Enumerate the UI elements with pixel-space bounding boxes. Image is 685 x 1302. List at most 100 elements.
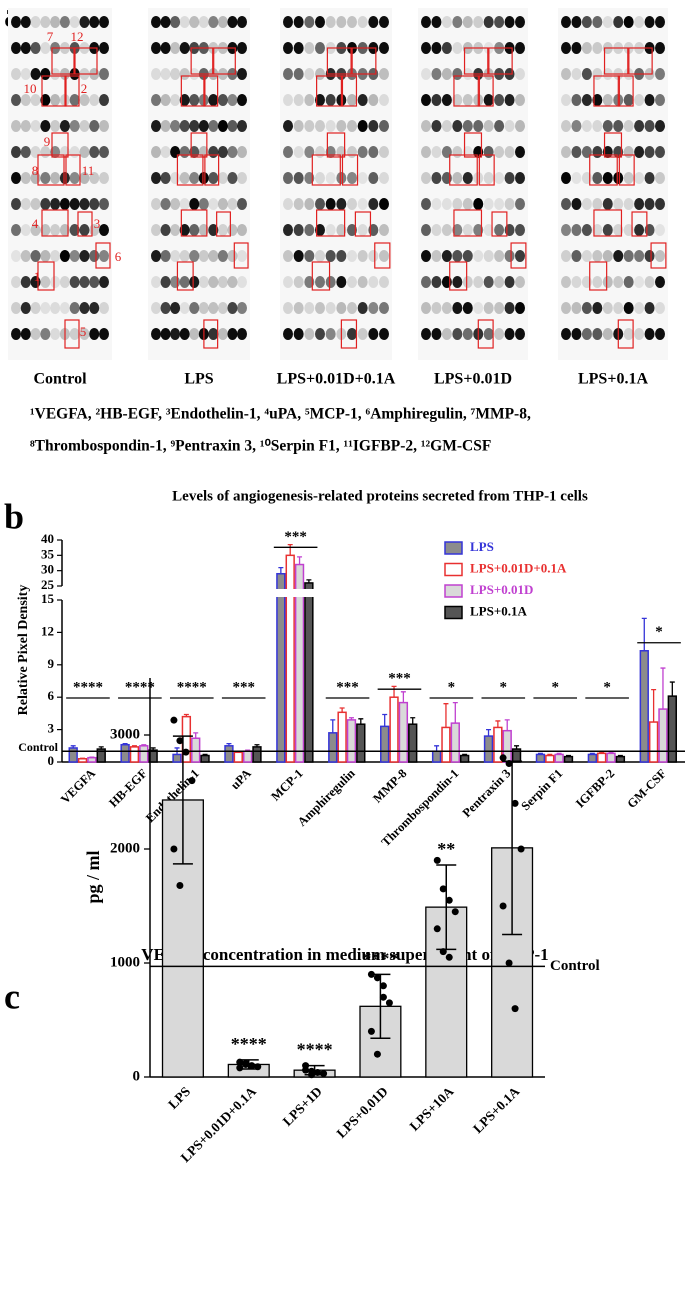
highlight-box (311, 261, 331, 291)
spot (561, 68, 571, 80)
spot (151, 198, 161, 210)
spot (11, 276, 21, 288)
spot (655, 250, 665, 262)
spot (179, 198, 190, 210)
spot (571, 16, 582, 28)
spot (160, 146, 171, 158)
spot (283, 198, 293, 210)
spot (315, 328, 325, 340)
spot (441, 302, 452, 314)
bar (606, 752, 616, 763)
spot (581, 250, 592, 262)
spot (151, 16, 161, 28)
bar (285, 554, 295, 763)
spot (431, 198, 442, 210)
spot (170, 42, 181, 54)
spot (179, 250, 190, 262)
spot (79, 224, 90, 236)
spot (613, 224, 624, 236)
spot (441, 146, 452, 158)
spot (30, 68, 41, 80)
y-tick-label: 3 (48, 721, 55, 736)
highlight-box (618, 154, 635, 186)
error-bar (306, 579, 312, 583)
spot (655, 328, 665, 340)
spot (561, 172, 571, 184)
data-point (379, 982, 387, 990)
data-point (385, 999, 393, 1007)
spot (571, 172, 582, 184)
spot (494, 146, 505, 158)
data-point (170, 716, 178, 724)
spot (379, 94, 389, 106)
spot (293, 146, 304, 158)
spot (227, 276, 238, 288)
spot (315, 250, 325, 262)
highlight-box (593, 75, 620, 107)
spot (379, 42, 389, 54)
spot (592, 146, 603, 158)
spot (160, 224, 171, 236)
error-bar (452, 701, 458, 724)
spot (179, 328, 190, 340)
spot (494, 198, 505, 210)
spot (602, 94, 613, 106)
spot (11, 198, 21, 210)
spot (99, 172, 109, 184)
spot (623, 276, 634, 288)
spot (431, 276, 442, 288)
highlight-box (74, 47, 98, 75)
spot (462, 328, 473, 340)
spot (357, 146, 368, 158)
spot (198, 198, 209, 210)
spot (368, 250, 379, 262)
significance: * (500, 679, 508, 695)
bar (615, 755, 626, 763)
bar (380, 725, 390, 763)
spot (69, 250, 80, 262)
error-bar (608, 751, 614, 754)
legend-swatch (444, 562, 463, 577)
spot (473, 16, 484, 28)
spot (237, 302, 247, 314)
spot (473, 198, 484, 210)
spot (30, 302, 41, 314)
spot (655, 146, 665, 158)
spot (421, 146, 431, 158)
spot (89, 250, 100, 262)
y-tick-label: 1000 (110, 954, 140, 970)
spot (89, 16, 100, 28)
membrane (418, 8, 528, 360)
error-bar (486, 728, 492, 737)
spot (379, 198, 389, 210)
spot (602, 120, 613, 132)
spot (379, 302, 389, 314)
spot (50, 94, 61, 106)
box-number: 2 (81, 81, 88, 96)
data-point (308, 1071, 316, 1079)
spot (494, 276, 505, 288)
spot (237, 146, 247, 158)
spot (347, 276, 357, 288)
spot (592, 68, 603, 80)
spot (40, 172, 51, 184)
bar (356, 723, 366, 763)
spot (592, 94, 603, 106)
spot (79, 276, 90, 288)
spot (304, 224, 315, 236)
spot (170, 302, 181, 314)
spot (179, 68, 190, 80)
spot (613, 276, 624, 288)
spot (30, 250, 41, 262)
spot (634, 146, 645, 158)
data-point (445, 953, 453, 961)
highlight-box (374, 242, 391, 269)
error-bar (599, 751, 605, 754)
bar (597, 752, 607, 763)
box-number: 8 (32, 163, 39, 178)
spot (237, 172, 247, 184)
highlight-box (628, 47, 653, 75)
spot (30, 16, 41, 28)
highlight-box (491, 211, 508, 237)
spot (198, 302, 209, 314)
